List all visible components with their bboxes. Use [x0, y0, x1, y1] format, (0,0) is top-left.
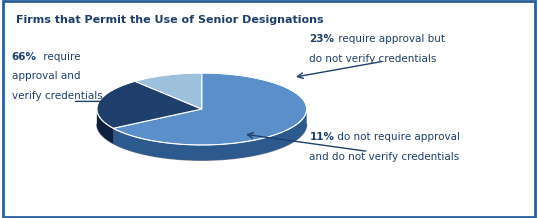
Polygon shape	[135, 73, 202, 109]
Text: approval and: approval and	[12, 71, 80, 81]
Text: verify credentials: verify credentials	[12, 91, 103, 101]
Text: 66%: 66%	[12, 52, 37, 62]
Text: 23%: 23%	[309, 34, 334, 44]
Polygon shape	[113, 73, 307, 145]
Text: 11%: 11%	[309, 132, 334, 142]
Polygon shape	[97, 81, 202, 128]
Text: do not require approval: do not require approval	[334, 132, 460, 142]
Text: and do not verify credentials: and do not verify credentials	[309, 152, 459, 162]
Text: do not verify credentials: do not verify credentials	[309, 54, 437, 64]
Polygon shape	[97, 108, 113, 143]
Polygon shape	[97, 124, 307, 160]
Text: require approval but: require approval but	[335, 34, 444, 44]
Text: Firms that Permit the Use of Senior Designations: Firms that Permit the Use of Senior Desi…	[16, 15, 324, 25]
Text: require: require	[40, 52, 80, 62]
Polygon shape	[113, 108, 307, 160]
